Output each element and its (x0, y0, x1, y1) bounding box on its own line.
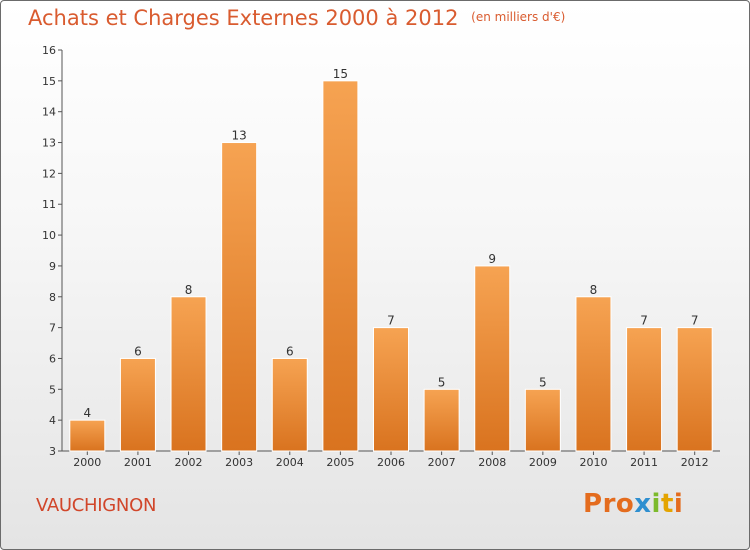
bar-value-label: 8 (590, 283, 598, 297)
logo-letter: x (634, 489, 652, 519)
bar-value-label: 15 (333, 67, 348, 81)
bar-2001 (119, 357, 156, 452)
x-tick-label: 2005 (326, 456, 354, 469)
y-tick-label: 13 (42, 137, 56, 150)
y-tick-label: 3 (49, 445, 56, 458)
bar-value-label: 13 (232, 129, 247, 143)
bar-2012 (676, 327, 713, 452)
x-tick-label: 2001 (124, 456, 152, 469)
bar-2004 (271, 357, 308, 452)
bar-2010 (575, 296, 612, 452)
bar-value-label: 7 (387, 314, 395, 328)
y-tick-label: 4 (49, 414, 56, 427)
chart-title: Achats et Charges Externes 2000 à 2012 (… (28, 6, 565, 30)
logo-letter: r (602, 489, 616, 519)
bar-value-label: 9 (488, 252, 496, 266)
chart-subtitle: (en milliers d'€) (471, 10, 566, 24)
x-tick-label: 2010 (579, 456, 607, 469)
y-tick-label: 5 (49, 383, 56, 396)
x-tick-label: 2003 (225, 456, 253, 469)
bar-value-label: 6 (134, 344, 142, 358)
x-tick-label: 2002 (175, 456, 203, 469)
chart-title-text: Achats et Charges Externes 2000 à 2012 (28, 6, 459, 30)
x-tick-label: 2000 (73, 456, 101, 469)
x-tick-label: 2007 (428, 456, 456, 469)
bar-value-label: 6 (286, 344, 294, 358)
x-tick-label: 2008 (478, 456, 506, 469)
bar-2009 (524, 388, 561, 452)
y-tick-label: 8 (49, 291, 56, 304)
x-tick-label: 2012 (681, 456, 709, 469)
bar-value-label: 5 (438, 375, 446, 389)
bar-2011 (626, 327, 663, 452)
bar-2007 (423, 388, 460, 452)
logo-letter: P (583, 489, 603, 519)
bar-2000 (69, 419, 106, 452)
logo-letter: t (660, 489, 674, 519)
y-tick-label: 12 (42, 167, 56, 180)
bar-value-label: 7 (640, 314, 648, 328)
bar-2005 (322, 80, 359, 452)
proxiti-logo[interactable]: Proxiti (583, 489, 683, 519)
bar-2003 (221, 142, 258, 452)
bar-value-label: 8 (185, 283, 193, 297)
x-tick-label: 2011 (630, 456, 658, 469)
y-tick-label: 10 (42, 229, 56, 242)
bar-2006 (373, 327, 409, 452)
commune-name: VAUCHIGNON (36, 495, 157, 516)
x-tick-label: 2004 (276, 456, 304, 469)
y-tick-label: 6 (49, 352, 56, 365)
y-tick-label: 15 (42, 75, 56, 88)
bar-2002 (170, 296, 207, 452)
bar-value-label: 7 (691, 314, 699, 328)
logo-letter: o (615, 489, 635, 519)
x-tick-label: 2009 (529, 456, 557, 469)
logo-letter: i (651, 489, 661, 519)
x-tick-label: 2006 (377, 456, 405, 469)
bar-value-label: 4 (83, 406, 91, 420)
y-tick-label: 9 (49, 260, 56, 273)
bar-2008 (474, 265, 511, 452)
y-tick-label: 11 (42, 198, 56, 211)
y-tick-label: 7 (49, 322, 56, 335)
bar-value-label: 5 (539, 375, 547, 389)
y-tick-label: 14 (42, 106, 56, 119)
logo-letter: i (673, 489, 684, 519)
y-tick-label: 16 (42, 44, 56, 57)
